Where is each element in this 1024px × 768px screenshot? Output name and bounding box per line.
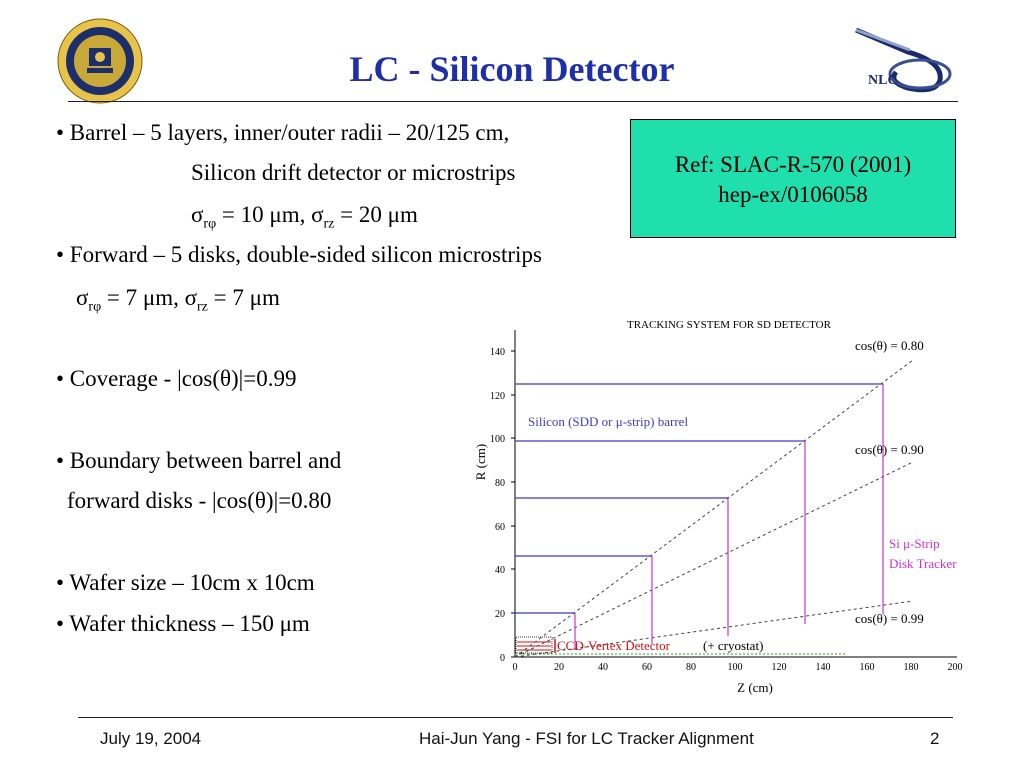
x-tick: 80 [686, 662, 696, 673]
slide-title: LC - Silicon Detector [349, 49, 675, 89]
subscript: rz [323, 216, 335, 232]
barrel-label: Silicon (SDD or μ-strip) barrel [528, 414, 688, 429]
reference-line1: Ref: SLAC-R-570 (2001) [674, 152, 912, 177]
y-tick: 100 [490, 434, 505, 445]
diagram-title: TRACKING SYSTEM FOR SD DETECTOR [627, 319, 832, 331]
x-tick-labels: 0 20 40 60 80 100 120 140 160 180 200 [513, 662, 963, 673]
y-tick: 40 [495, 565, 505, 576]
university-seal-logo [57, 18, 143, 104]
cos-099-label: cos(θ) = 0.99 [855, 611, 924, 626]
x-tick: 120 [772, 662, 787, 673]
x-tick: 100 [728, 662, 743, 673]
footer-divider [78, 717, 953, 718]
cos-080-line [514, 359, 914, 658]
bullet-barrel-sub2: σrφ = 10 μm, σrz = 20 μm [191, 202, 418, 233]
y-tick: 0 [500, 653, 505, 664]
sigma-symbol: σ [191, 202, 204, 227]
barrel-layers [515, 383, 883, 614]
x-tick: 140 [816, 662, 831, 673]
x-tick: 160 [860, 662, 875, 673]
tracking-system-diagram: TRACKING SYSTEM FOR SD DETECTOR 0 20 40 … [455, 312, 995, 704]
bullet-wafer-thickness: • Wafer thickness – 150 μm [56, 611, 310, 636]
title-divider [68, 101, 958, 102]
y-tick: 120 [490, 391, 505, 402]
x-tick: 60 [642, 662, 652, 673]
y-tick: 20 [495, 609, 505, 620]
text: = 7 μm, σ [101, 285, 197, 310]
ccd-vertex-detector [515, 636, 556, 654]
disk-label-1: Si μ-Strip [889, 536, 940, 551]
reference-box: Ref: SLAC-R-570 (2001) hep-ex/0106058 [630, 119, 956, 238]
bullet-barrel: • Barrel – 5 layers, inner/outer radii –… [56, 120, 510, 145]
reference-line2: hep-ex/0106058 [718, 182, 868, 207]
nlc-logo: NLC [848, 22, 956, 100]
x-axis-label: Z (cm) [737, 680, 773, 695]
bullet-barrel-sub1: Silicon drift detector or microstrips [191, 160, 516, 185]
bullet-boundary-cont: forward disks - |cos(θ)|=0.80 [67, 488, 332, 513]
ccd-label: CCD-Vertex Detector [557, 638, 671, 653]
subscript: rz [197, 299, 208, 315]
bullet-forward: • Forward – 5 disks, double-sided silico… [56, 242, 542, 267]
bullet-forward-sub: σrφ = 7 μm, σrz = 7 μm [76, 285, 280, 316]
x-tick: 20 [554, 662, 564, 673]
subscript: rφ [88, 299, 102, 315]
cos-090-line [514, 461, 914, 658]
cos-090-label: cos(θ) = 0.90 [855, 442, 924, 457]
cos-099-line [514, 600, 914, 658]
footer-date: July 19, 2004 [100, 729, 202, 748]
sigma-symbol: σ [76, 285, 89, 310]
bullet-coverage: • Coverage - |cos(θ)|=0.99 [56, 366, 297, 391]
bullet-boundary: • Boundary between barrel and [56, 448, 342, 473]
x-tick: 0 [513, 662, 518, 673]
bullet-wafer-size: • Wafer size – 10cm x 10cm [56, 570, 315, 595]
text: = 20 μm [334, 202, 418, 227]
x-tick: 40 [598, 662, 608, 673]
y-tick: 140 [490, 347, 505, 358]
text: = 7 μm [207, 285, 280, 310]
y-axis-label: R (cm) [473, 444, 488, 480]
footer-page-number: 2 [930, 729, 940, 748]
ccd-label-suffix: (+ cryostat) [703, 638, 763, 653]
nlc-logo-text: NLC [868, 73, 898, 88]
cos-080-label: cos(θ) = 0.80 [855, 338, 924, 353]
disk-label-2: Disk Tracker [889, 556, 957, 571]
x-tick: 180 [904, 662, 919, 673]
text: = 10 μm, σ [216, 202, 324, 227]
x-tick: 200 [948, 662, 963, 673]
y-tick: 80 [495, 478, 505, 489]
y-tick: 60 [495, 522, 505, 533]
footer-center: Hai-Jun Yang - FSI for LC Tracker Alignm… [419, 729, 754, 748]
subscript: rφ [203, 216, 217, 232]
forward-disks [574, 384, 884, 650]
y-tick-labels: 0 20 40 60 80 100 120 140 [490, 347, 515, 664]
